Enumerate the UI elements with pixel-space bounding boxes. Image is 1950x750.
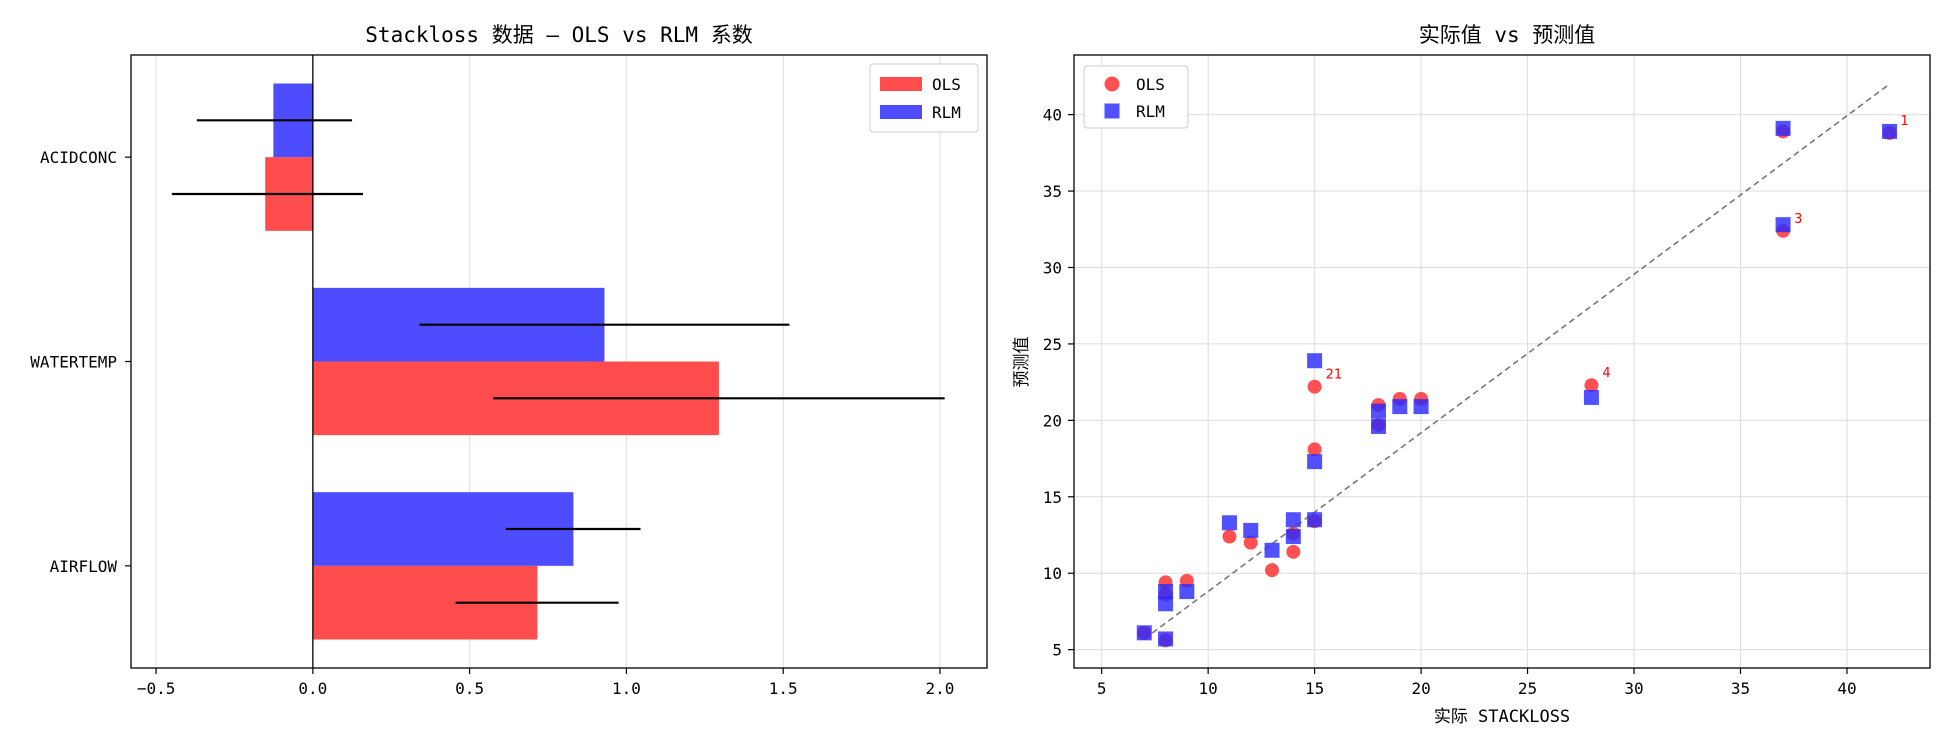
right-x-tick-label: 40 (1837, 679, 1856, 698)
right-x-tick-label: 15 (1305, 679, 1324, 698)
point-ols (1265, 563, 1280, 578)
point-rlm (1158, 631, 1174, 647)
left-y-tick-label: AIRFLOW (50, 557, 118, 576)
point-rlm (1243, 522, 1259, 538)
point-rlm (1136, 625, 1152, 641)
right-legend: OLS RLM (1083, 65, 1189, 129)
right-y-tick-label: 5 (1052, 641, 1062, 660)
coefficient-bar-chart: Stackloss 数据 — OLS vs RLM 系数 −0.5 0.0 0.5 1… (30, 23, 988, 698)
point-rlm (1775, 120, 1791, 136)
right-x-tick-label: 35 (1731, 679, 1750, 698)
point-rlm (1221, 515, 1237, 531)
right-x-ticks: 5 10 15 20 25 30 35 40 (1097, 668, 1857, 698)
point-ols (1286, 544, 1301, 559)
legend-marker-rlm (1104, 103, 1120, 119)
left-y-tick-label: WATERTEMP (30, 353, 117, 372)
point-rlm (1285, 529, 1301, 545)
annotation-label: 4 (1602, 366, 1610, 381)
left-chart-title: Stackloss 数据 — OLS vs RLM 系数 (365, 23, 752, 47)
right-y-tick-label: 40 (1043, 106, 1062, 125)
legend-label-rlm: RLM (1136, 102, 1165, 121)
point-annotations: 1 3 4 21 (1326, 114, 1909, 383)
left-x-tick-label: 0.5 (455, 679, 484, 698)
point-ols (1222, 529, 1237, 544)
point-rlm (1158, 596, 1174, 612)
annotation-label: 1 (1901, 114, 1909, 129)
point-rlm (1285, 512, 1301, 528)
point-rlm (1179, 584, 1195, 600)
legend-swatch-ols (880, 77, 922, 91)
left-bars (265, 83, 719, 640)
point-ols (1584, 378, 1599, 393)
right-axes-frame (1073, 54, 1931, 669)
left-x-ticks: −0.5 0.0 0.5 1.0 1.5 2.0 (137, 668, 955, 698)
point-rlm (1264, 542, 1280, 558)
right-y-tick-label: 30 (1043, 258, 1062, 277)
right-y-tick-label: 15 (1043, 488, 1062, 507)
left-y-tick-label: ACIDCONC (40, 148, 117, 167)
left-x-tick-label: 1.0 (612, 679, 641, 698)
point-rlm (1370, 403, 1386, 419)
reference-diagonal-line (1143, 83, 1891, 640)
point-ols (1243, 535, 1258, 550)
annotation-label: 3 (1794, 212, 1802, 227)
left-legend: OLS RLM (869, 63, 979, 133)
left-axes-frame (130, 54, 988, 669)
point-ols (1307, 442, 1322, 457)
right-y-ticks: 5 10 15 20 25 30 35 40 (1043, 106, 1074, 660)
right-x-tick-label: 30 (1624, 679, 1643, 698)
right-grid (1074, 55, 1930, 668)
right-y-axis-label: 预测值 (1012, 337, 1032, 388)
left-y-ticks: ACIDCONC WATERTEMP AIRFLOW (30, 148, 131, 576)
point-rlm (1392, 399, 1408, 415)
right-y-tick-label: 20 (1043, 411, 1062, 430)
right-chart-title: 实际值 vs 预测值 (1419, 23, 1596, 47)
point-rlm (1882, 123, 1898, 139)
right-x-tick-label: 20 (1411, 679, 1430, 698)
right-x-axis-label: 实际 STACKLOSS (1434, 707, 1570, 727)
right-y-tick-label: 10 (1043, 564, 1062, 583)
legend-label-ols: OLS (1136, 75, 1165, 94)
point-rlm (1370, 418, 1386, 434)
point-rlm (1307, 454, 1323, 470)
left-x-tick-label: 0.0 (298, 679, 327, 698)
point-rlm (1583, 389, 1599, 405)
right-points (1136, 120, 1898, 648)
point-rlm (1307, 353, 1323, 369)
left-error-bars (171, 119, 945, 604)
actual-vs-predicted-scatter: 实际值 vs 预测值 1 3 4 21 5 10 15 20 25 30 35 40 5 10 15 20… (1012, 23, 1931, 727)
right-x-tick-label: 25 (1518, 679, 1537, 698)
legend-label-rlm: RLM (932, 103, 961, 122)
annotation-label: 21 (1326, 368, 1343, 383)
legend-swatch-rlm (880, 105, 922, 119)
point-rlm (1413, 399, 1429, 415)
right-x-tick-label: 5 (1097, 679, 1107, 698)
point-ols (1307, 379, 1322, 394)
point-rlm (1158, 584, 1174, 600)
left-legend-box (869, 63, 979, 133)
left-x-tick-label: 1.5 (769, 679, 798, 698)
left-x-tick-label: 2.0 (926, 679, 955, 698)
legend-label-ols: OLS (932, 75, 961, 94)
point-rlm (1775, 217, 1791, 233)
right-y-tick-label: 35 (1043, 182, 1062, 201)
right-x-tick-label: 10 (1199, 679, 1218, 698)
right-y-tick-label: 25 (1043, 335, 1062, 354)
left-x-tick-label: −0.5 (137, 679, 176, 698)
point-rlm (1307, 512, 1323, 528)
legend-marker-ols (1104, 76, 1120, 92)
